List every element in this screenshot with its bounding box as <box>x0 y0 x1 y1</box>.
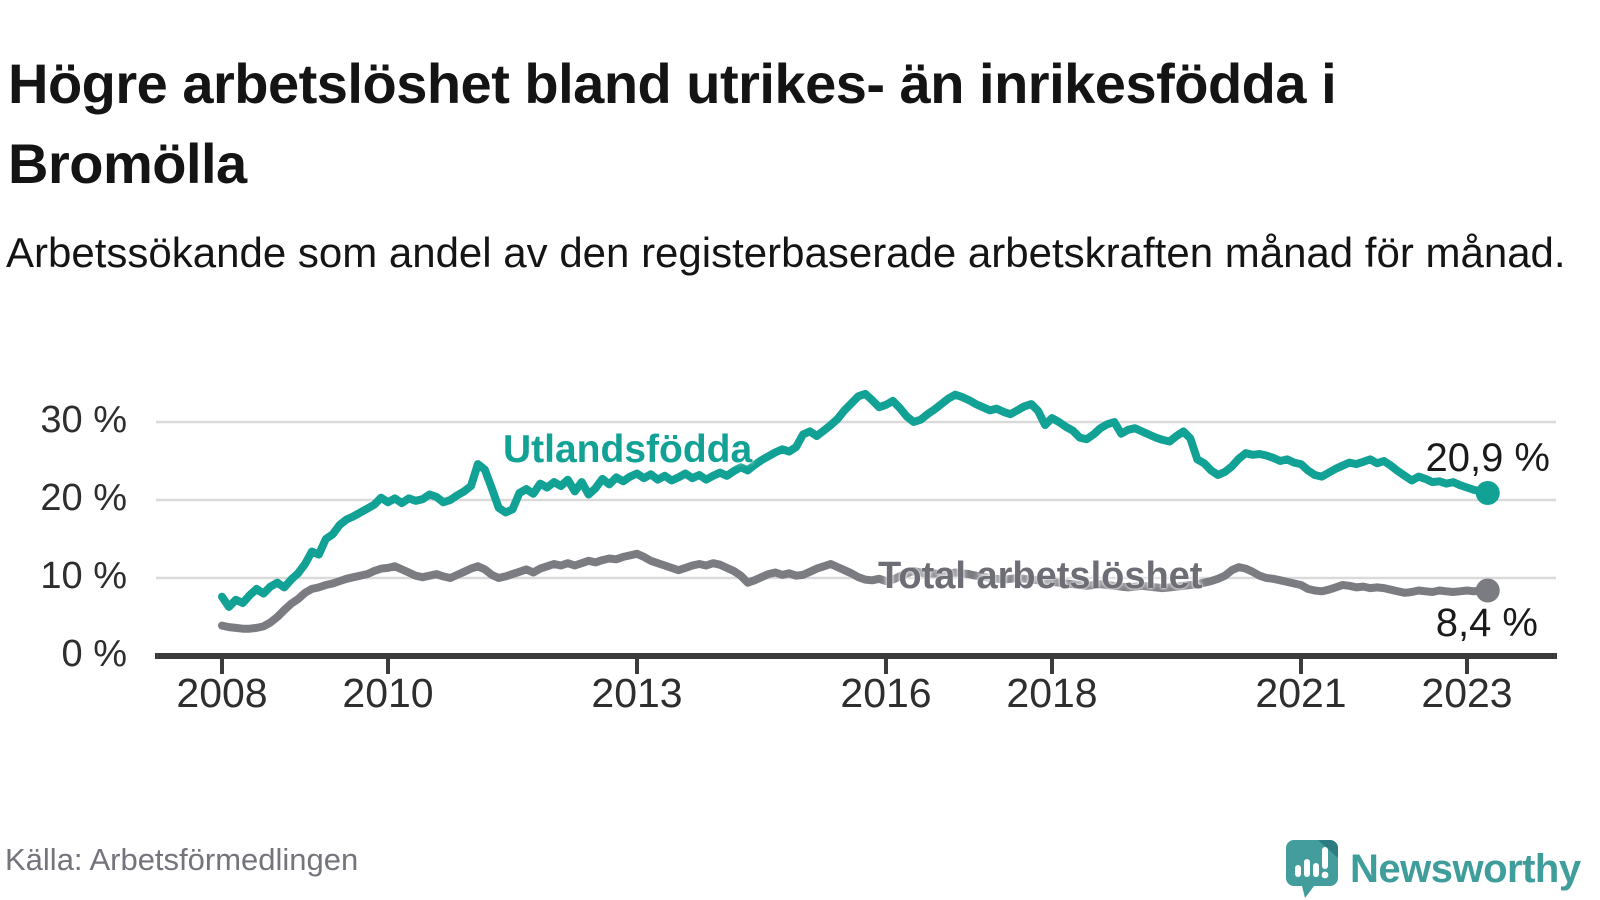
series-line <box>218 549 1492 633</box>
newsworthy-logo: Newsworthy <box>1284 838 1581 900</box>
chart-subtitle: Arbetssökande som andel av den registerb… <box>6 229 1566 276</box>
x-axis-label: 2008 <box>176 670 268 716</box>
y-axis-label: 30 % <box>40 399 127 441</box>
newsworthy-logo-icon <box>1286 840 1338 898</box>
x-axis-label: 2013 <box>591 670 683 716</box>
series-label-total-arbetsloshet: Total arbetslöshet <box>878 555 1203 597</box>
x-axis-label: 2023 <box>1421 670 1513 716</box>
end-value-utlandsfodda: 20,9 % <box>1425 436 1550 480</box>
series-end-dot <box>1475 578 1500 603</box>
page-title: Högre arbetslöshet bland utrikes- än inr… <box>8 51 1337 195</box>
x-axis-label: 2016 <box>840 670 932 716</box>
x-axis-label: 2018 <box>1006 670 1098 716</box>
newsworthy-logo-text: Newsworthy <box>1350 846 1581 891</box>
series-end-dot <box>1475 480 1500 505</box>
x-axis-label: 2021 <box>1255 670 1347 716</box>
end-value-total: 8,4 % <box>1435 601 1538 645</box>
y-axis-label: 20 % <box>40 477 127 519</box>
source-caption: Källa: Arbetsförmedlingen <box>5 842 359 877</box>
y-axis-label: 0 % <box>61 633 127 675</box>
y-axis-label: 10 % <box>40 555 127 597</box>
series-line <box>218 389 1492 611</box>
x-axis-label: 2010 <box>342 670 434 716</box>
series-label-utlandsfodda: Utlandsfödda <box>503 428 753 471</box>
